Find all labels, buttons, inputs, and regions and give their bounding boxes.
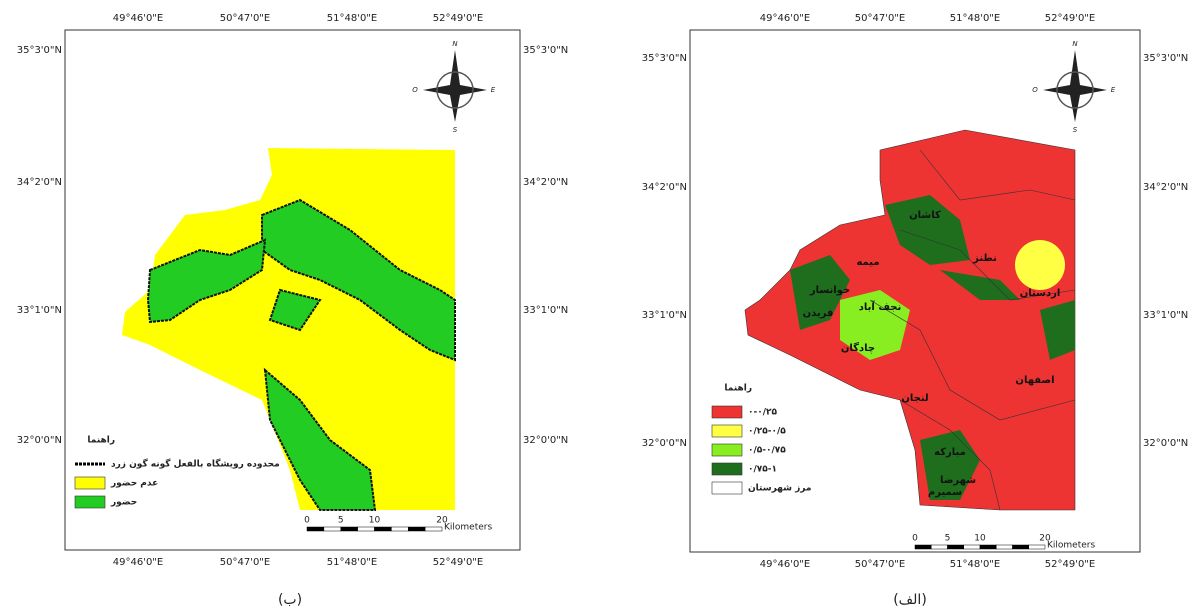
legend-title: راهنما [87, 436, 115, 446]
scale-bar [996, 545, 1012, 549]
latitude-label: 33°1'0"N [523, 305, 568, 316]
compass-letter: O [1032, 86, 1038, 94]
scale-bar [358, 527, 375, 531]
latitude-label: 35°3'0"N [523, 45, 568, 56]
scale-bar [391, 527, 408, 531]
scale-bar [341, 527, 358, 531]
place-name: چادگان [841, 341, 875, 354]
scale-bar [324, 527, 341, 531]
legend-label: ۰-۰/۲۵ [748, 408, 778, 418]
longitude-label: 50°47'0"E [220, 13, 270, 24]
legend-label: ۰/۵-۰/۷۵ [748, 446, 786, 456]
scale-bar [408, 527, 425, 531]
latitude-label: 34°2'0"N [1143, 182, 1188, 193]
scale-bar [1013, 545, 1029, 549]
legend-label: ۰/۷۵-۱ [748, 465, 777, 475]
legend-label: عدم حضور [110, 479, 158, 489]
scale-unit: Kilometers [444, 523, 492, 533]
legend-swatch [75, 477, 105, 489]
longitude-label: 51°48'0"E [950, 559, 1000, 570]
latitude-label: 33°1'0"N [1143, 310, 1188, 321]
place-name: خوانسار [809, 285, 850, 296]
latitude-label: 34°2'0"N [17, 177, 62, 188]
scale-tick-label: 0 [912, 534, 918, 544]
legend-swatch [75, 496, 105, 508]
legend-label: مرز شهرستان [748, 484, 811, 494]
longitude-label: 51°48'0"E [950, 13, 1000, 24]
place-name: نطنز [972, 253, 997, 264]
place-name: سمیرم [928, 487, 962, 498]
legend-label: محدوده رویشگاه بالفعل گونه گون زرد [111, 458, 280, 470]
legend-swatch [712, 482, 742, 494]
latitude-label: 34°2'0"N [642, 182, 687, 193]
longitude-label: 49°46'0"E [760, 13, 810, 24]
legend-label: ۰/۲۵-۰/۵ [748, 427, 786, 437]
latitude-label: 32°0'0"N [1143, 438, 1188, 449]
legend-swatch [712, 444, 742, 456]
longitude-label: 49°46'0"E [113, 557, 163, 568]
panel-caption: (ب) [278, 592, 302, 608]
place-name: نجف آباد [859, 300, 901, 313]
suitability-low-mid [1015, 240, 1065, 290]
scale-bar [1029, 545, 1045, 549]
longitude-label: 49°46'0"E [113, 13, 163, 24]
scale-tick-label: 5 [945, 534, 951, 544]
longitude-label: 50°47'0"E [855, 559, 905, 570]
place-name: اردستان [1020, 288, 1061, 299]
longitude-label: 52°49'0"E [1045, 559, 1095, 570]
latitude-label: 35°3'0"N [1143, 53, 1188, 64]
scale-tick-label: 10 [974, 534, 986, 544]
longitude-label: 49°46'0"E [760, 559, 810, 570]
scale-bar [948, 545, 964, 549]
longitude-label: 52°49'0"E [1045, 13, 1095, 24]
scale-bar [931, 545, 947, 549]
compass-letter: S [453, 126, 458, 134]
place-name: شهرضا [940, 475, 976, 486]
compass-letter: E [1111, 86, 1116, 94]
longitude-label: 50°47'0"E [220, 557, 270, 568]
scale-bar [915, 545, 931, 549]
scale-tick-label: 5 [338, 516, 344, 526]
scale-bar [980, 545, 996, 549]
longitude-label: 52°49'0"E [433, 13, 483, 24]
legend-title: راهنما [724, 384, 752, 394]
legend-label: حضور [110, 498, 137, 508]
compass-letter: O [412, 86, 418, 94]
scale-bar [375, 527, 392, 531]
compass-letter: S [1073, 126, 1078, 134]
longitude-label: 51°48'0"E [327, 557, 377, 568]
panel-caption: (الف) [893, 592, 927, 608]
place-name: اصفهان [1015, 375, 1054, 386]
latitude-label: 32°0'0"N [17, 435, 62, 446]
scale-bar [964, 545, 980, 549]
latitude-label: 32°0'0"N [523, 435, 568, 446]
place-name: لنجان [901, 393, 928, 404]
scale-bar [425, 527, 442, 531]
latitude-label: 35°3'0"N [642, 53, 687, 64]
place-name: مبارکه [934, 447, 966, 458]
place-name: فریدن [803, 308, 834, 319]
compass-letter: N [452, 40, 458, 48]
latitude-label: 32°0'0"N [642, 438, 687, 449]
latitude-label: 34°2'0"N [523, 177, 568, 188]
compass-letter: N [1072, 40, 1078, 48]
place-name: میمه [856, 257, 879, 268]
latitude-label: 35°3'0"N [17, 45, 62, 56]
legend-swatch [712, 425, 742, 437]
scale-bar [307, 527, 324, 531]
scale-unit: Kilometers [1047, 541, 1095, 551]
longitude-label: 50°47'0"E [855, 13, 905, 24]
compass-letter: E [491, 86, 496, 94]
scale-tick-label: 0 [304, 516, 310, 526]
legend-swatch [712, 463, 742, 475]
legend-swatch [712, 406, 742, 418]
place-name: کاشان [909, 210, 941, 221]
scale-tick-label: 10 [369, 516, 381, 526]
longitude-label: 51°48'0"E [327, 13, 377, 24]
latitude-label: 33°1'0"N [17, 305, 62, 316]
latitude-label: 33°1'0"N [642, 310, 687, 321]
figure: 49°46'0"E 50°47'0"E 51°48'0"E 52°49'0"E 49°4… [0, 0, 1204, 610]
longitude-label: 52°49'0"E [433, 557, 483, 568]
